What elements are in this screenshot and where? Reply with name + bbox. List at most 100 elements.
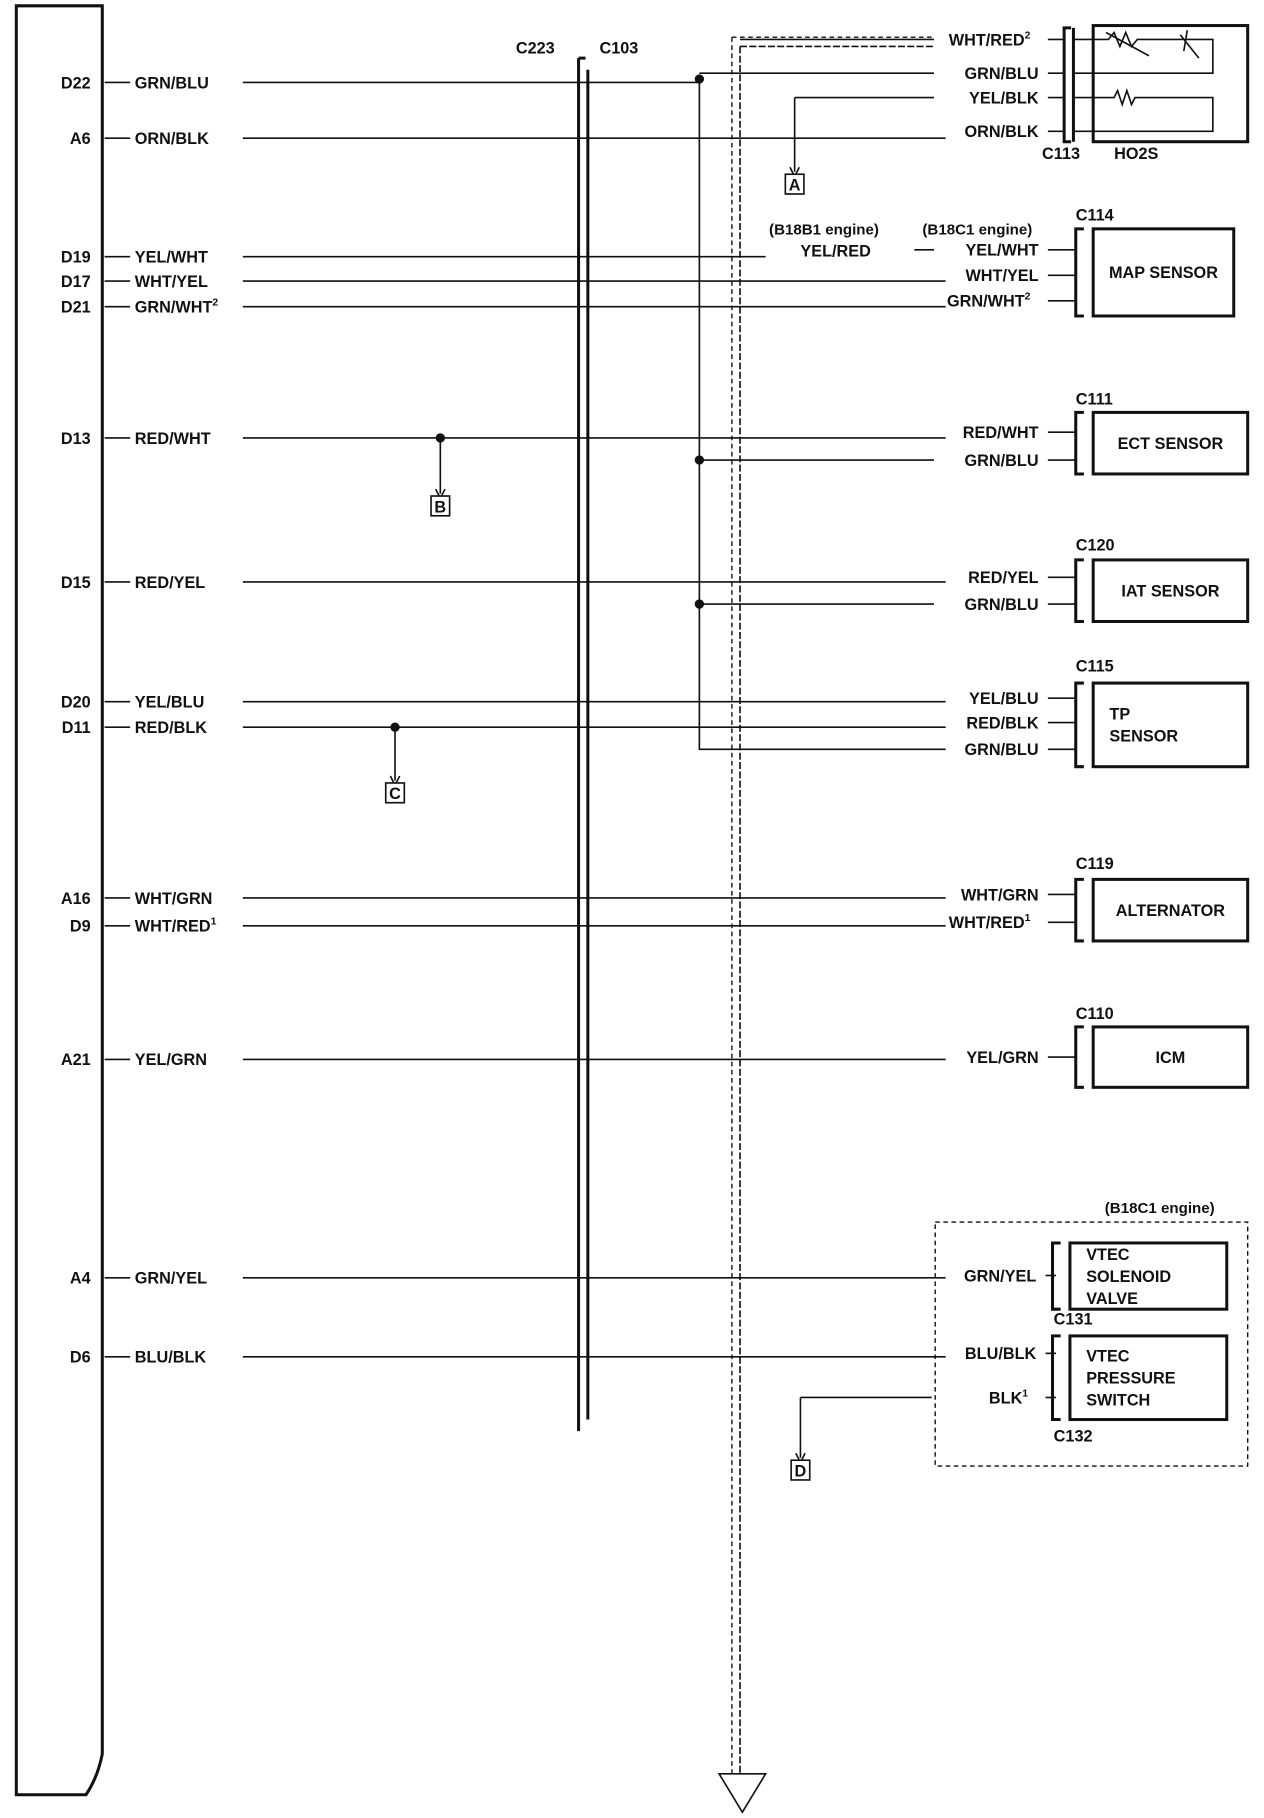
right-wire-label: YEL/WHT bbox=[965, 242, 1038, 260]
component-box bbox=[1068, 1334, 1229, 1422]
connector-bracket-C132 bbox=[1051, 1334, 1061, 1422]
connector-bracket-C110 bbox=[1074, 1025, 1084, 1089]
c113-label: C113 bbox=[1042, 145, 1080, 163]
variable-resistor-icon bbox=[1073, 30, 1214, 74]
component-box bbox=[1091, 410, 1250, 476]
connector-label-C114: C114 bbox=[1076, 207, 1114, 225]
connector-label-C110: C110 bbox=[1076, 1005, 1114, 1023]
sensor-ground-bus bbox=[698, 78, 946, 751]
ecm-pin-D21: D21 bbox=[61, 298, 91, 316]
b18b1-wire-label: YEL/RED bbox=[800, 243, 871, 261]
connector-label-C119: C119 bbox=[1076, 855, 1114, 873]
connector-label-C131: C131 bbox=[1054, 1310, 1093, 1328]
connector-c223-label: C223 bbox=[516, 39, 555, 57]
ecm-pin-A4: A4 bbox=[70, 1270, 91, 1288]
reference-label-C: C bbox=[389, 785, 401, 803]
ho2s-connector-bracket bbox=[1062, 26, 1075, 144]
reference-box-C bbox=[384, 782, 406, 804]
component-box bbox=[1091, 1025, 1250, 1089]
connector-c223 bbox=[577, 56, 586, 1432]
connector-label-C115: C115 bbox=[1076, 657, 1114, 675]
reference-label-A: A bbox=[789, 177, 801, 195]
right-wire-label: GRN/BLU bbox=[965, 741, 1039, 759]
reference-label-D: D bbox=[795, 1462, 807, 1480]
component-name: VTEC SOLENOID VALVE bbox=[1086, 1246, 1171, 1308]
connector-label-C111: C111 bbox=[1076, 390, 1113, 408]
right-wire-label: BLK1 bbox=[989, 1388, 1028, 1407]
right-wire-label: ORN/BLK bbox=[965, 123, 1039, 141]
right-wire-label: GRN/BLU bbox=[965, 596, 1039, 614]
component-name: ALTERNATOR bbox=[1116, 902, 1225, 920]
connector-bracket-C119 bbox=[1074, 877, 1084, 943]
right-wire-label: GRN/WHT2 bbox=[947, 292, 1031, 311]
ecm-wire-label-D19: YEL/WHT bbox=[135, 249, 208, 267]
splice-dot bbox=[694, 74, 705, 84]
ecm-pin-D20: D20 bbox=[61, 693, 91, 711]
right-wire-label: RED/BLK bbox=[966, 714, 1038, 732]
shield-inner bbox=[739, 45, 935, 1774]
reference-box-D bbox=[790, 1459, 811, 1481]
splice-dot bbox=[435, 433, 445, 443]
ecm-pin-A16: A16 bbox=[61, 890, 91, 908]
right-wire-label: WHT/GRN bbox=[961, 886, 1039, 904]
component-name: MAP SENSOR bbox=[1109, 264, 1218, 282]
ho2s-box bbox=[1091, 24, 1250, 144]
ecm-pin-D17: D17 bbox=[61, 273, 91, 291]
right-wire-label: GRN/YEL bbox=[964, 1267, 1036, 1285]
ecm-wire-label-D9: WHT/RED1 bbox=[135, 917, 217, 936]
right-wire-label: WHT/RED2 bbox=[949, 30, 1031, 49]
ecm-wire-label-D21: GRN/WHT2 bbox=[135, 298, 219, 317]
ho2s-label: HO2S bbox=[1114, 145, 1158, 163]
reference-box-B bbox=[430, 495, 451, 517]
reference-arrow bbox=[795, 1397, 806, 1465]
reference-arrow bbox=[389, 727, 401, 788]
resistor-heater-icon bbox=[1073, 88, 1214, 133]
ecm-pin-D11: D11 bbox=[62, 719, 91, 737]
right-wire-label: RED/WHT bbox=[963, 424, 1039, 442]
right-wire-label: WHT/YEL bbox=[965, 267, 1038, 285]
ecm-pin-D13: D13 bbox=[61, 430, 91, 448]
ecm-wire-label-D6: BLU/BLK bbox=[135, 1349, 207, 1367]
component-name: TP SENSOR bbox=[1109, 706, 1178, 746]
b18b1-engine-label: (B18B1 engine) bbox=[769, 222, 879, 239]
connector-bracket-C115 bbox=[1074, 681, 1084, 769]
component-name: ICM bbox=[1156, 1049, 1186, 1067]
ecm-wire-label-A6: ORN/BLK bbox=[135, 130, 209, 148]
ecm-wire-label-D22: GRN/BLU bbox=[135, 74, 209, 92]
splice-dot bbox=[694, 455, 705, 465]
splice-dot bbox=[390, 722, 400, 732]
right-wire-label: BLU/BLK bbox=[965, 1345, 1037, 1363]
ecm-wire-label-A21: YEL/GRN bbox=[135, 1051, 207, 1069]
b18c1-engine-label: (B18C1 engine) bbox=[922, 222, 1032, 239]
ecm-pin-D22: D22 bbox=[61, 74, 91, 92]
ecm-pin-D6: D6 bbox=[70, 1349, 91, 1367]
shield-outer bbox=[731, 36, 935, 1774]
connector-bracket-C114 bbox=[1074, 227, 1084, 318]
ecm-pin-A21: A21 bbox=[61, 1051, 91, 1069]
ecm-wire-label-D11: RED/BLK bbox=[135, 719, 207, 737]
vtec-group-box bbox=[934, 1221, 1249, 1467]
ecm-wire-label-D20: YEL/BLU bbox=[135, 693, 205, 711]
reference-arrow bbox=[789, 97, 801, 179]
right-wire-label: GRN/BLU bbox=[965, 65, 1039, 83]
connector-label-C132: C132 bbox=[1054, 1428, 1093, 1446]
right-wire-label: YEL/BLU bbox=[969, 690, 1039, 708]
connector-bracket-C120 bbox=[1074, 558, 1084, 623]
ecm-wire-label-A16: WHT/GRN bbox=[135, 890, 213, 908]
reference-label-B: B bbox=[434, 498, 446, 516]
component-name: VTEC PRESSURE SWITCH bbox=[1086, 1347, 1176, 1409]
ecm-pin-D19: D19 bbox=[61, 249, 91, 267]
ecm-wire-label-D15: RED/YEL bbox=[135, 574, 206, 592]
connector-bracket-C111 bbox=[1074, 410, 1084, 476]
right-wire-label: YEL/GRN bbox=[966, 1049, 1038, 1067]
vtec-group-label: (B18C1 engine) bbox=[1105, 1200, 1215, 1217]
ecm-pin-D9: D9 bbox=[70, 918, 91, 936]
ecm-wire-label-D13: RED/WHT bbox=[135, 430, 211, 448]
splice-dot bbox=[694, 599, 705, 609]
ecm-pin-D15: D15 bbox=[61, 574, 91, 592]
right-wire-label: RED/YEL bbox=[968, 569, 1039, 587]
ground-triangle-icon bbox=[717, 1773, 768, 1814]
connector-bracket-C131 bbox=[1051, 1241, 1061, 1311]
component-box bbox=[1091, 877, 1250, 943]
